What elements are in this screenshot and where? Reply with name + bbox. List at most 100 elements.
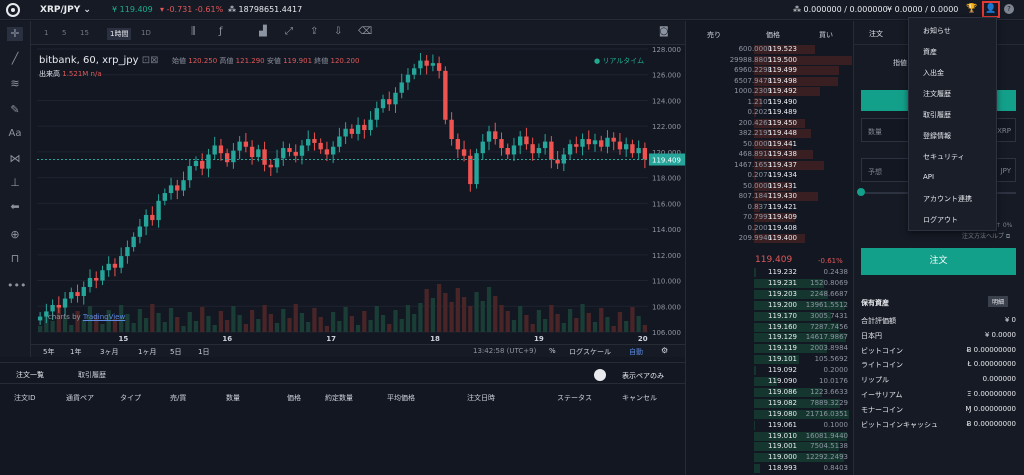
candlestick-chart[interactable]: 106.000 108.000 110.000 112.000 114.000 116.0… xyxy=(31,45,685,344)
slider-handle[interactable] xyxy=(857,188,865,196)
more-icon[interactable]: ••• xyxy=(7,279,27,292)
order-help-link[interactable]: 注文方法ヘルプ ⧉ xyxy=(962,233,1011,240)
ask-row[interactable]: 468.8914 119.438 xyxy=(686,150,854,160)
ask-row[interactable]: 600.0000 119.523 xyxy=(686,45,854,55)
bid-row[interactable]: 119.086 1223.6633 xyxy=(686,387,854,398)
tab-limit[interactable]: 指値 xyxy=(893,59,907,67)
bid-row[interactable]: 119.090 10.0176 xyxy=(686,377,854,387)
ask-row[interactable]: 0.2074 119.434 xyxy=(686,171,854,181)
fib-icon[interactable]: ≋ xyxy=(10,77,20,90)
pair-selector[interactable]: XRP/JPY ⌄ xyxy=(40,5,91,15)
bid-row[interactable]: 119.160 7287.7456 xyxy=(686,322,854,333)
indicator-icon[interactable]: ƒ xyxy=(219,26,223,37)
fullscreen-icon[interactable]: ⤢ xyxy=(285,26,293,37)
ask-row[interactable]: 1467.1653 119.437 xyxy=(686,160,854,171)
menu-item[interactable]: お知らせ xyxy=(923,27,951,35)
bid-row[interactable]: 119.232 0.2438 xyxy=(686,268,854,278)
menu-item[interactable]: アカウント連携 xyxy=(923,195,972,203)
menu-item[interactable]: API xyxy=(923,173,935,181)
timeframe-1h[interactable]: 1時間 xyxy=(107,28,132,40)
ask-row[interactable]: 6507.9478 119.498 xyxy=(686,76,854,87)
magnet-icon[interactable]: ⊓ xyxy=(10,252,20,265)
ask-row[interactable]: 50.0000 119.441 xyxy=(686,139,854,150)
timeframe-1[interactable]: 1 xyxy=(44,29,49,37)
arrow-icon[interactable]: ⬅ xyxy=(10,200,20,213)
tradingview-credit[interactable]: charts by TradingView xyxy=(48,313,126,321)
ask-row[interactable]: 209.9946 119.400 xyxy=(686,234,854,244)
bid-row[interactable]: 118.993 0.8403 xyxy=(686,464,854,474)
bid-row[interactable]: 119.170 3005.7431 xyxy=(686,311,854,322)
menu-item[interactable]: 資産 xyxy=(923,48,937,56)
range-1y[interactable]: 1年 xyxy=(70,348,82,356)
ask-row[interactable]: 807.1847 119.430 xyxy=(686,192,854,202)
bid-row[interactable]: 119.200 13961.5512 xyxy=(686,300,854,311)
order-button[interactable]: 注文 xyxy=(861,248,1016,275)
timeframe-1d[interactable]: 1D xyxy=(141,29,151,37)
download-icon[interactable]: ⇩ xyxy=(334,26,343,37)
trophy-icon[interactable]: 🏆 xyxy=(966,4,978,14)
zoom-icon[interactable]: ⊕ xyxy=(10,228,20,241)
crosshair-icon[interactable]: ✛ xyxy=(7,27,23,41)
bid-row[interactable]: 119.231 1520.8069 xyxy=(686,278,854,289)
bid-row[interactable]: 119.000 12292.2493 xyxy=(686,453,854,463)
ask-row[interactable]: 29988.8805 119.500 xyxy=(686,55,854,66)
range-1m[interactable]: 1ヶ月 xyxy=(138,348,157,356)
bid-row[interactable]: 119.080 21716.0351 xyxy=(686,409,854,420)
text-icon[interactable]: Aa xyxy=(8,128,22,139)
pair-only-toggle[interactable] xyxy=(594,369,606,381)
bid-row[interactable]: 119.092 0.2000 xyxy=(686,366,854,376)
settings-icon[interactable]: ⊡⊠ xyxy=(141,55,159,66)
camera-icon[interactable]: ◙ xyxy=(659,26,669,37)
menu-item[interactable]: ログアウト xyxy=(923,216,958,224)
range-5d[interactable]: 5日 xyxy=(170,348,182,356)
timeframe-15[interactable]: 15 xyxy=(80,29,89,37)
brush-icon[interactable]: ✎ xyxy=(10,103,20,116)
bid-row[interactable]: 119.129 14617.9867 xyxy=(686,333,854,343)
bid-row[interactable]: 119.061 0.1000 xyxy=(686,420,854,431)
line-icon[interactable]: ╱ xyxy=(11,52,19,65)
ask-row[interactable]: 0.2025 119.489 xyxy=(686,108,854,118)
timeframe-5[interactable]: 5 xyxy=(62,29,67,37)
bid-row[interactable]: 119.101 105.5692 xyxy=(686,355,854,365)
price-chart[interactable]: 106.000 108.000 110.000 112.000 114.000 116.0… xyxy=(31,45,685,344)
percent-toggle[interactable]: % xyxy=(549,347,556,355)
upload-icon[interactable]: ⇪ xyxy=(310,26,319,37)
chart-settings-icon[interactable]: ⚙ xyxy=(661,346,669,355)
bid-row[interactable]: 119.119 2003.8984 xyxy=(686,344,854,354)
measure-icon[interactable]: ⊥ xyxy=(10,176,20,189)
bid-row[interactable]: 119.203 2248.6687 xyxy=(686,289,854,300)
bid-row[interactable]: 119.082 7889.3229 xyxy=(686,398,854,409)
range-3m[interactable]: 3ヶ月 xyxy=(100,348,119,356)
menu-item[interactable]: 入出金 xyxy=(923,69,944,77)
ask-row[interactable]: 1000.2309 119.492 xyxy=(686,87,854,97)
pattern-icon[interactable]: ⋈ xyxy=(9,152,21,165)
menu-item[interactable]: 注文履歴 xyxy=(923,90,951,98)
chart-compare-icon[interactable]: ▟ xyxy=(259,26,267,37)
menu-item[interactable]: 取引履歴 xyxy=(923,111,951,119)
ask-row[interactable]: 50.0000 119.431 xyxy=(686,181,854,192)
ask-row[interactable]: 6960.2298 119.499 xyxy=(686,66,854,76)
eraser-icon[interactable]: ⌫ xyxy=(358,26,373,37)
ask-row[interactable]: 0.2001 119.408 xyxy=(686,223,854,234)
tab-order[interactable]: 注文 xyxy=(869,30,883,38)
ask-row[interactable]: 0.8373 119.421 xyxy=(686,202,854,213)
bid-row[interactable]: 119.010 16081.9440 xyxy=(686,431,854,442)
menu-item[interactable]: セキュリティ xyxy=(923,153,965,161)
tab-trade-history[interactable]: 取引履歴 xyxy=(78,371,106,379)
user-icon[interactable]: 👤 xyxy=(982,1,1000,18)
assets-detail-badge[interactable]: 明細 xyxy=(988,296,1009,307)
bid-row[interactable]: 119.001 7504.5138 xyxy=(686,442,854,452)
candle-style-icon[interactable]: ⫼ xyxy=(191,26,196,37)
log-toggle[interactable]: ログスケール xyxy=(569,348,611,356)
logo-icon[interactable] xyxy=(6,3,20,17)
auto-toggle[interactable]: 自動 xyxy=(629,348,643,356)
help-icon[interactable]: ? xyxy=(1004,4,1014,14)
ask-row[interactable]: 382.2195 119.448 xyxy=(686,129,854,139)
ask-row[interactable]: 1.2105 119.490 xyxy=(686,97,854,108)
range-1d[interactable]: 1日 xyxy=(198,348,210,356)
menu-item[interactable]: 登録情報 xyxy=(923,132,951,140)
ask-row[interactable]: 70.7993 119.409 xyxy=(686,213,854,223)
tab-open-orders[interactable]: 注文一覧 xyxy=(16,371,44,379)
range-5y[interactable]: 5年 xyxy=(43,348,55,356)
ask-row[interactable]: 200.4263 119.450 xyxy=(686,118,854,129)
